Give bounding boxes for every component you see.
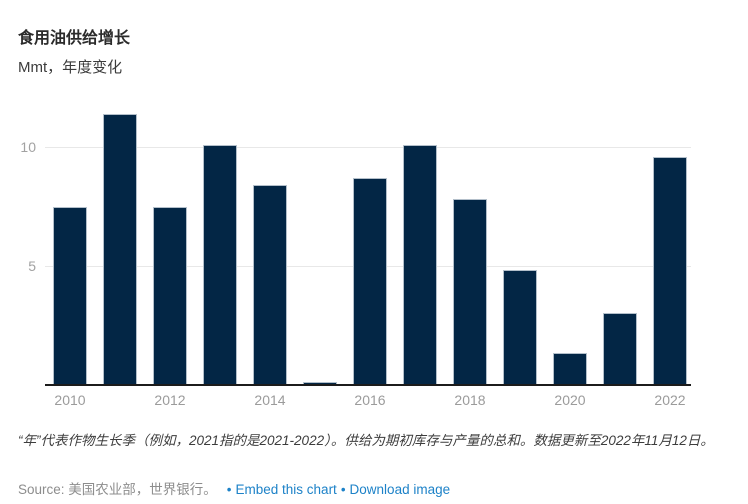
- download-image-link[interactable]: Download image: [349, 482, 451, 497]
- x-tick-label: 2014: [254, 392, 286, 408]
- link-bullet: •: [226, 482, 232, 497]
- bar-2016: [353, 178, 387, 384]
- footnote: “年”代表作物生长季（例如，2021指的是2021-2022）。供给为期初库存与…: [18, 433, 714, 448]
- chart-subtitle: Mmt，年度变化: [18, 59, 123, 76]
- chart-title: 食用油供给增长: [18, 30, 131, 47]
- x-tick-label: 2012: [154, 392, 186, 408]
- source-line: Source: 美国农业部，世界银行。 • Embed this chart • Dow…: [18, 478, 450, 498]
- x-tick-label: 2016: [354, 392, 386, 408]
- x-tick-label: 2020: [554, 392, 586, 408]
- bar-2014: [253, 185, 287, 384]
- bar-2021: [603, 313, 637, 384]
- gridline: [45, 147, 691, 149]
- bar-2022: [653, 156, 687, 384]
- bar-2012: [153, 206, 187, 384]
- bar-2019: [503, 270, 537, 384]
- bar-2020: [553, 353, 587, 384]
- x-tick-label: 2022: [654, 392, 686, 408]
- x-tick-label: 2010: [54, 392, 86, 408]
- bar-2011: [103, 114, 137, 384]
- y-tick-label: 5: [28, 257, 36, 274]
- bar-2017: [403, 145, 437, 384]
- bar-chart: 5 10 2010 2012 2014 2016 2018 2020 2022: [0, 100, 748, 420]
- bar-2015: [303, 381, 337, 384]
- bar-2013: [203, 145, 237, 384]
- y-tick-label: 10: [20, 139, 36, 156]
- source-text: Source: 美国农业部，世界银行。: [18, 482, 217, 497]
- x-axis-line: [45, 384, 691, 386]
- bar-2018: [453, 199, 487, 384]
- x-tick-label: 2018: [454, 392, 486, 408]
- plot-area: 5 10 2010 2012 2014 2016 2018 2020 2022: [20, 100, 691, 408]
- link-bullet: •: [340, 482, 346, 497]
- bar-2010: [53, 206, 87, 384]
- embed-chart-link[interactable]: Embed this chart: [235, 482, 337, 497]
